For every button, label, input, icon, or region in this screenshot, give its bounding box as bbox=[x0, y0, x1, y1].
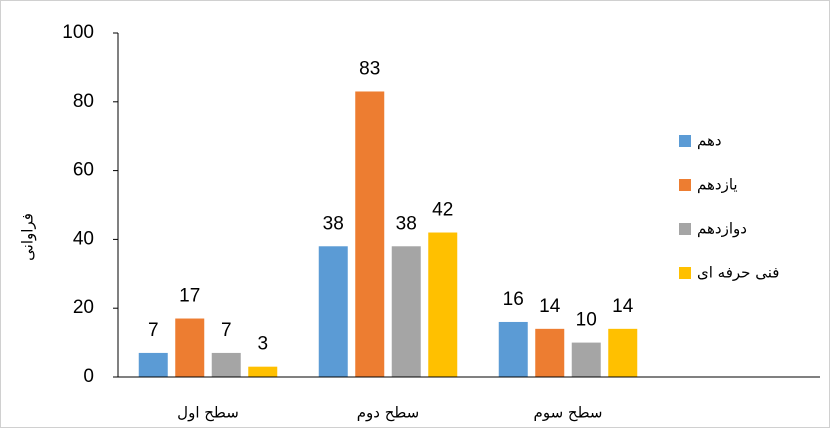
data-label: 3 bbox=[257, 334, 268, 355]
data-label: 83 bbox=[359, 58, 380, 79]
bar bbox=[608, 328, 638, 377]
y-axis-label: فراوانی bbox=[19, 213, 37, 261]
data-label: 38 bbox=[323, 213, 344, 234]
y-tick-label: 40 bbox=[73, 228, 94, 249]
data-label: 14 bbox=[539, 296, 561, 317]
data-label: 17 bbox=[179, 286, 200, 307]
legend-swatch bbox=[679, 267, 691, 279]
bar bbox=[498, 321, 528, 377]
data-label: 7 bbox=[221, 320, 232, 341]
legend-label: دهم bbox=[697, 132, 722, 150]
bar bbox=[318, 246, 348, 377]
bar bbox=[535, 328, 565, 377]
legend-label: یازدهم bbox=[697, 176, 738, 194]
legend-label: دوازدهم bbox=[697, 220, 747, 238]
data-label: 42 bbox=[432, 200, 453, 221]
x-tick-label: سطح دوم bbox=[357, 404, 420, 422]
bar bbox=[138, 352, 168, 377]
data-label: 38 bbox=[396, 213, 417, 234]
x-tick-label: سطح اول bbox=[177, 404, 239, 422]
legend-label: فنی حرفه ای bbox=[697, 264, 779, 282]
bar bbox=[355, 91, 385, 377]
y-tick-label: 80 bbox=[73, 91, 94, 112]
bar bbox=[211, 352, 241, 377]
data-label: 14 bbox=[612, 296, 634, 317]
bar bbox=[428, 232, 458, 377]
legend-swatch bbox=[679, 135, 691, 147]
legend-swatch bbox=[679, 179, 691, 191]
x-tick-label: سطح سوم bbox=[534, 404, 603, 422]
data-label: 7 bbox=[148, 320, 159, 341]
y-tick-label: 0 bbox=[83, 366, 94, 387]
bar bbox=[391, 246, 421, 377]
data-label: 10 bbox=[576, 310, 597, 331]
legend-swatch bbox=[679, 223, 691, 235]
bar bbox=[248, 366, 278, 377]
y-tick-label: 20 bbox=[73, 297, 94, 318]
bar bbox=[571, 342, 601, 377]
y-tick-label: 100 bbox=[62, 22, 94, 43]
bar bbox=[175, 318, 205, 377]
y-tick-label: 60 bbox=[73, 160, 94, 181]
data-label: 16 bbox=[503, 289, 524, 310]
